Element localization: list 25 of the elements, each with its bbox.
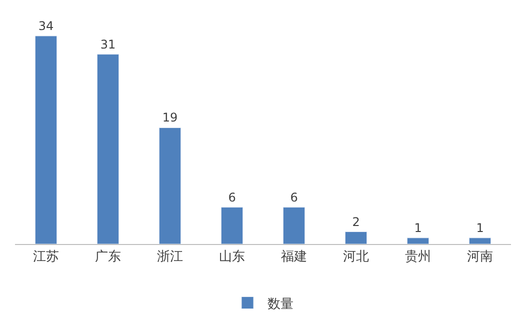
x-tick-label: 河北 bbox=[343, 250, 369, 265]
x-tick-label: 贵州 bbox=[405, 250, 431, 265]
bar bbox=[96, 54, 120, 244]
bar bbox=[282, 207, 306, 244]
data-label: 1 bbox=[476, 220, 484, 235]
data-label: 6 bbox=[290, 190, 298, 204]
data-label: 31 bbox=[100, 37, 116, 52]
bar bbox=[158, 127, 182, 244]
x-tick-label: 广东 bbox=[95, 250, 121, 265]
bar bbox=[406, 238, 430, 244]
bar bbox=[344, 232, 368, 244]
x-tick-label: 浙江 bbox=[157, 250, 183, 265]
x-tick-label: 福建 bbox=[281, 250, 307, 265]
data-label: 2 bbox=[352, 214, 360, 229]
bar bbox=[220, 207, 244, 244]
data-label: 34 bbox=[38, 18, 54, 33]
data-label: 19 bbox=[162, 110, 178, 125]
x-tick-label: 江苏 bbox=[33, 250, 59, 265]
data-label: 6 bbox=[228, 190, 236, 204]
x-tick-label: 河南 bbox=[467, 250, 493, 265]
bar bbox=[34, 36, 58, 244]
legend-label: 数量 bbox=[268, 296, 294, 312]
x-tick-label: 山东 bbox=[219, 250, 245, 265]
data-label: 1 bbox=[414, 220, 422, 235]
bar bbox=[468, 238, 492, 244]
